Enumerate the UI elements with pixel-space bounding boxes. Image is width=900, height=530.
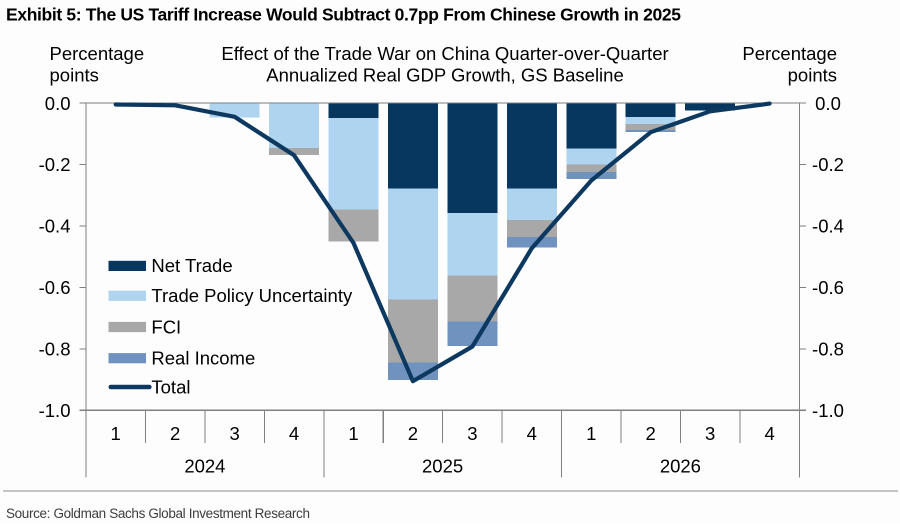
svg-text:0.0: 0.0	[45, 93, 71, 114]
svg-text:2025: 2025	[422, 456, 463, 477]
svg-text:-1.0: -1.0	[812, 400, 844, 421]
svg-text:4: 4	[527, 423, 537, 444]
svg-text:1: 1	[348, 423, 358, 444]
svg-text:1: 1	[111, 423, 121, 444]
svg-text:Effect of the Trade War on Chi: Effect of the Trade War on China Quarter…	[221, 43, 668, 64]
svg-text:Percentage: Percentage	[50, 43, 145, 64]
svg-text:Annualized Real GDP Growth, GS: Annualized Real GDP Growth, GS Baseline	[266, 65, 624, 86]
svg-text:-0.8: -0.8	[39, 339, 71, 360]
svg-text:Trade Policy Uncertainty: Trade Policy Uncertainty	[151, 285, 353, 306]
svg-text:4: 4	[289, 423, 299, 444]
svg-text:points: points	[50, 65, 99, 86]
svg-text:-1.0: -1.0	[39, 400, 71, 421]
svg-text:1: 1	[586, 423, 596, 444]
svg-text:-0.6: -0.6	[39, 277, 71, 298]
svg-text:Total: Total	[151, 376, 190, 397]
svg-text:Exhibit 5: The US Tariff Incre: Exhibit 5: The US Tariff Increase Would …	[6, 5, 681, 25]
svg-text:-0.2: -0.2	[812, 154, 844, 175]
svg-text:3: 3	[705, 423, 715, 444]
svg-text:2024: 2024	[184, 456, 225, 477]
svg-text:Percentage: Percentage	[742, 43, 837, 64]
svg-text:points: points	[788, 65, 837, 86]
svg-text:Net Trade: Net Trade	[151, 255, 232, 276]
svg-text:2: 2	[408, 423, 418, 444]
svg-text:2: 2	[646, 423, 656, 444]
svg-text:4: 4	[764, 423, 774, 444]
svg-text:-0.4: -0.4	[812, 216, 844, 237]
svg-text:3: 3	[467, 423, 477, 444]
svg-text:-0.2: -0.2	[39, 154, 71, 175]
svg-text:-0.6: -0.6	[812, 277, 844, 298]
svg-text:3: 3	[229, 423, 239, 444]
svg-text:Real Income: Real Income	[151, 348, 255, 369]
svg-text:2: 2	[170, 423, 180, 444]
svg-text:-0.8: -0.8	[812, 339, 844, 360]
svg-text:0.0: 0.0	[815, 93, 841, 114]
svg-text:2026: 2026	[660, 456, 701, 477]
svg-text:-0.4: -0.4	[39, 216, 71, 237]
svg-text:FCI: FCI	[151, 316, 181, 337]
svg-text:Source: Goldman Sachs Global I: Source: Goldman Sachs Global Investment …	[6, 506, 310, 521]
